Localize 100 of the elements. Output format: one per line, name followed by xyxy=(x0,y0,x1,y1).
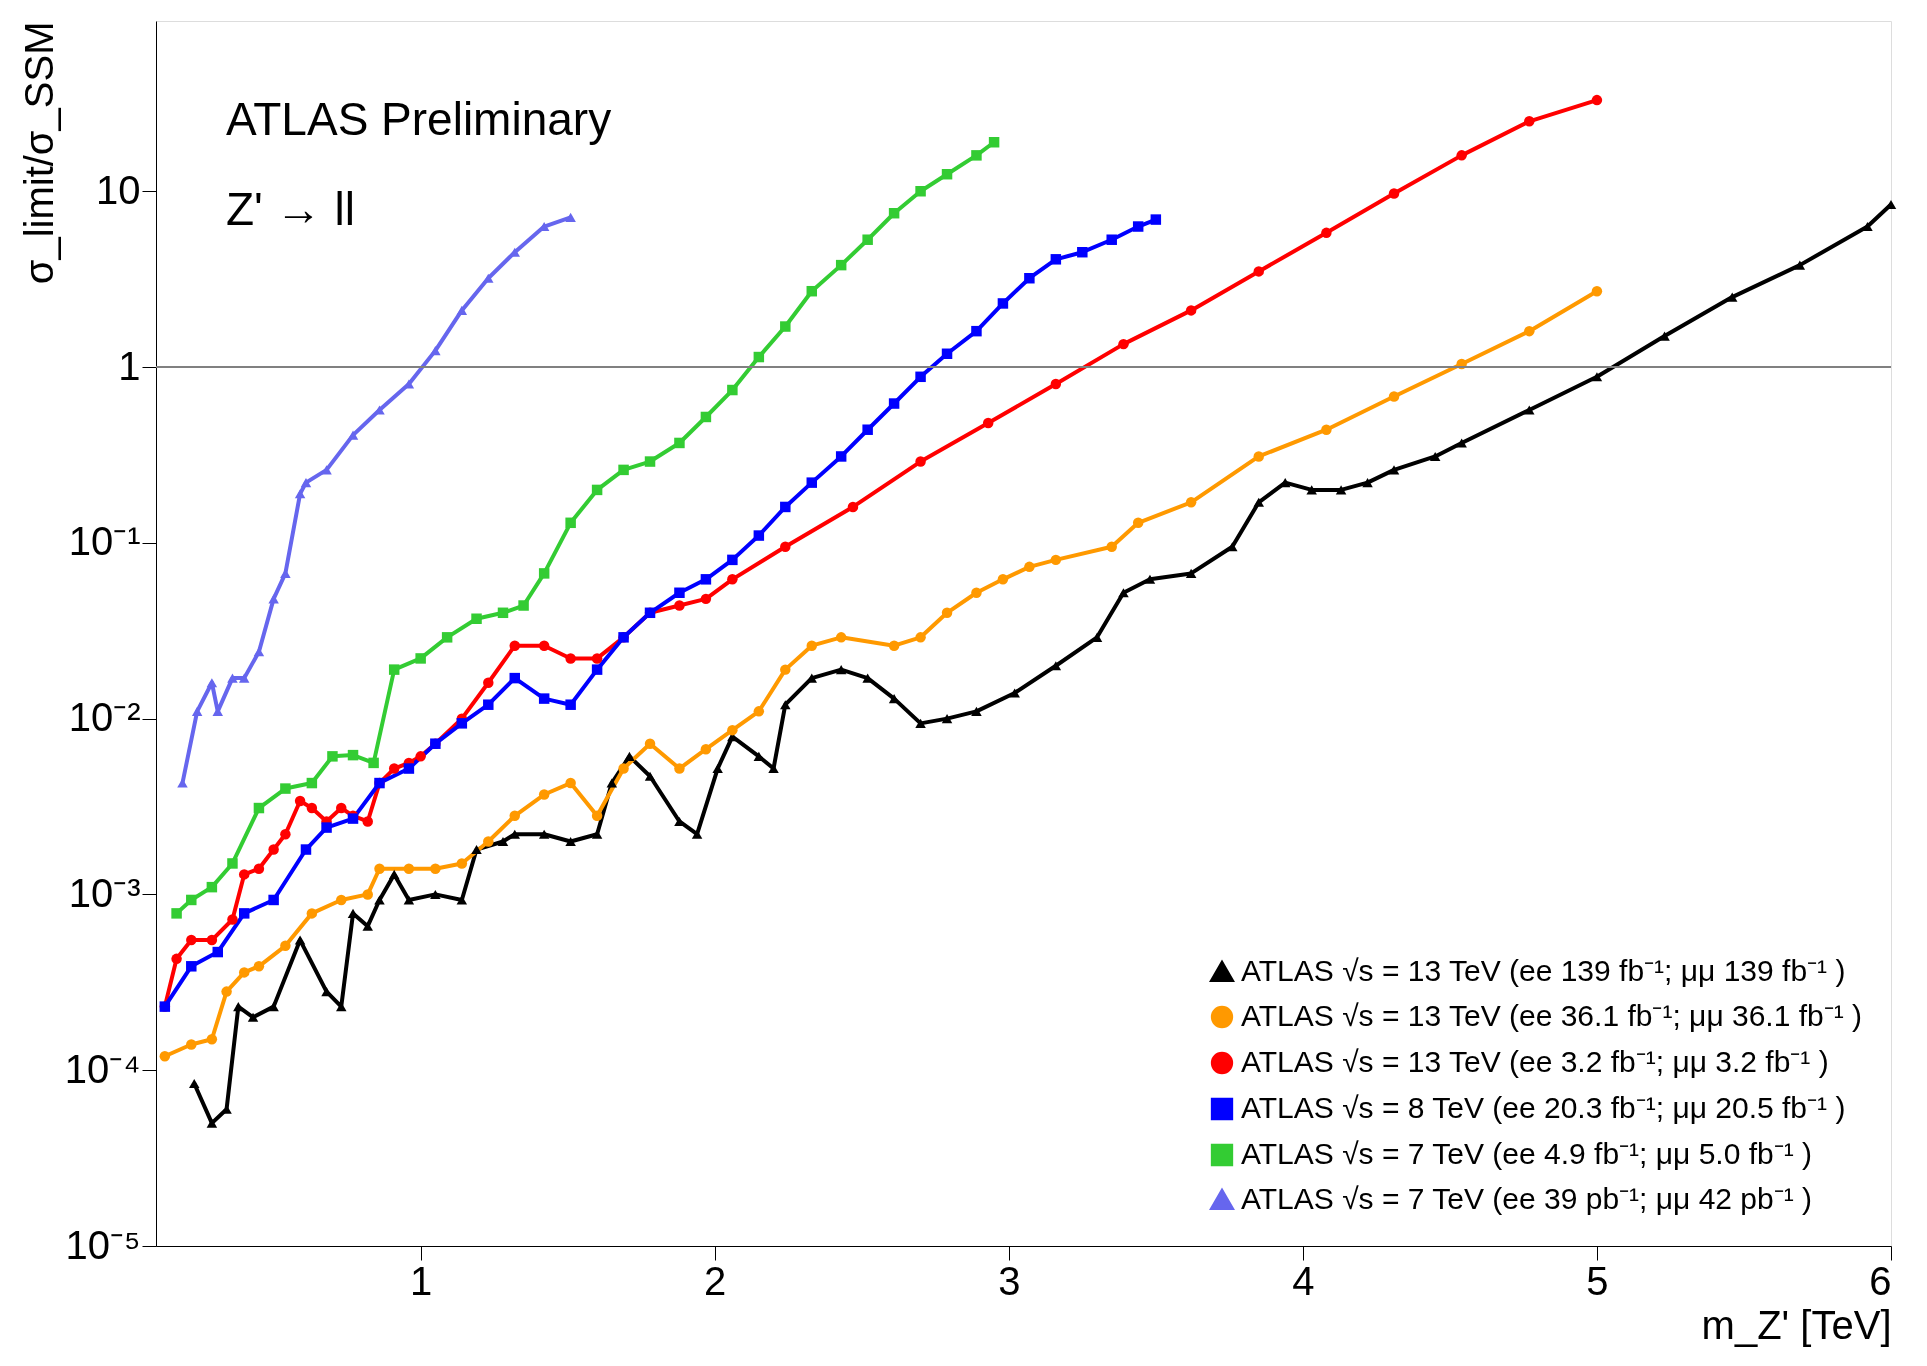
point xyxy=(483,836,494,847)
point xyxy=(253,961,265,972)
legend-label: ATLAS √s = 8 TeV (ee 20.3 fb⁻¹; μμ 20.5 fb⁻¹ ) xyxy=(1241,1091,1846,1124)
point xyxy=(1253,451,1264,462)
point xyxy=(591,664,603,675)
point xyxy=(268,594,279,604)
point xyxy=(565,212,576,222)
point xyxy=(294,489,306,499)
point xyxy=(915,371,926,383)
x-tick-label: 2 xyxy=(704,1258,727,1303)
point xyxy=(538,568,550,579)
y-tick-label: 10⁻⁴ xyxy=(64,1046,141,1091)
point xyxy=(321,822,332,833)
point xyxy=(415,751,426,762)
point xyxy=(888,398,900,409)
point xyxy=(727,724,738,736)
point xyxy=(388,763,400,774)
point xyxy=(538,640,550,651)
legend-label: ATLAS √s = 7 TeV (ee 39 pb⁻¹; μμ 42 pb⁻¹ ) xyxy=(1241,1182,1813,1215)
y-tick-label: 10⁻⁵ xyxy=(65,1222,141,1267)
point xyxy=(441,632,453,643)
point xyxy=(518,600,529,611)
point xyxy=(1118,338,1129,350)
point xyxy=(941,348,953,360)
point xyxy=(347,430,359,440)
point xyxy=(509,672,521,684)
point xyxy=(674,600,685,611)
point xyxy=(306,802,318,814)
point xyxy=(368,757,379,769)
point xyxy=(1321,424,1332,435)
point xyxy=(430,346,441,356)
point xyxy=(1524,116,1535,127)
point xyxy=(591,484,603,496)
point xyxy=(1185,305,1197,316)
point xyxy=(509,640,521,651)
point xyxy=(1050,378,1062,390)
point xyxy=(1253,266,1264,277)
x-tick-label: 6 xyxy=(1869,1258,1892,1303)
point xyxy=(644,456,656,467)
point xyxy=(1050,554,1062,566)
point xyxy=(206,1034,218,1045)
x-tick-label: 5 xyxy=(1586,1258,1609,1303)
point xyxy=(186,961,197,972)
point xyxy=(1524,325,1535,337)
point xyxy=(915,186,926,197)
point xyxy=(456,718,468,729)
point xyxy=(674,587,685,598)
point xyxy=(997,574,1009,585)
point xyxy=(403,763,415,774)
point xyxy=(336,894,347,906)
point xyxy=(159,1051,171,1062)
point xyxy=(171,953,182,965)
point xyxy=(206,678,218,688)
point xyxy=(780,541,791,552)
point xyxy=(915,456,926,467)
point xyxy=(700,593,712,605)
point xyxy=(300,844,312,855)
y-tick-label: 10⁻² xyxy=(68,695,141,740)
point xyxy=(700,743,712,755)
point xyxy=(538,693,550,704)
point xyxy=(374,863,385,874)
point xyxy=(294,795,306,807)
point xyxy=(780,501,791,513)
point xyxy=(456,858,468,869)
point xyxy=(483,677,494,688)
point xyxy=(565,699,576,710)
point xyxy=(186,1039,197,1050)
point xyxy=(238,869,250,880)
point xyxy=(212,946,223,958)
point xyxy=(982,417,994,429)
x-tick-label: 4 xyxy=(1292,1258,1315,1303)
x-tick-label: 3 xyxy=(998,1258,1021,1303)
legend-label: ATLAS √s = 7 TeV (ee 4.9 fb⁻¹; μμ 5.0 fb⁻¹ ) xyxy=(1241,1137,1813,1170)
point xyxy=(565,777,576,789)
point xyxy=(1150,214,1162,225)
point xyxy=(430,863,441,874)
point xyxy=(806,285,818,297)
point xyxy=(862,234,873,245)
point xyxy=(618,763,629,774)
point xyxy=(888,207,900,219)
point xyxy=(753,530,765,541)
point xyxy=(268,844,279,855)
point xyxy=(591,653,603,664)
point xyxy=(1388,188,1400,199)
point xyxy=(1132,517,1144,529)
point xyxy=(227,914,238,925)
legend-label: ATLAS √s = 13 TeV (ee 3.2 fb⁻¹; μμ 3.2 fb⁻¹ ) xyxy=(1241,1045,1829,1078)
point xyxy=(1106,234,1117,245)
point xyxy=(1456,150,1467,161)
point xyxy=(456,305,468,315)
point xyxy=(280,828,291,840)
y-tick-label: 10 xyxy=(96,167,141,212)
point xyxy=(847,501,859,513)
point xyxy=(1106,541,1117,552)
point xyxy=(1591,285,1603,297)
point xyxy=(347,749,359,761)
point xyxy=(1132,221,1144,232)
point xyxy=(780,664,791,675)
point xyxy=(1388,391,1400,402)
point xyxy=(306,908,318,919)
